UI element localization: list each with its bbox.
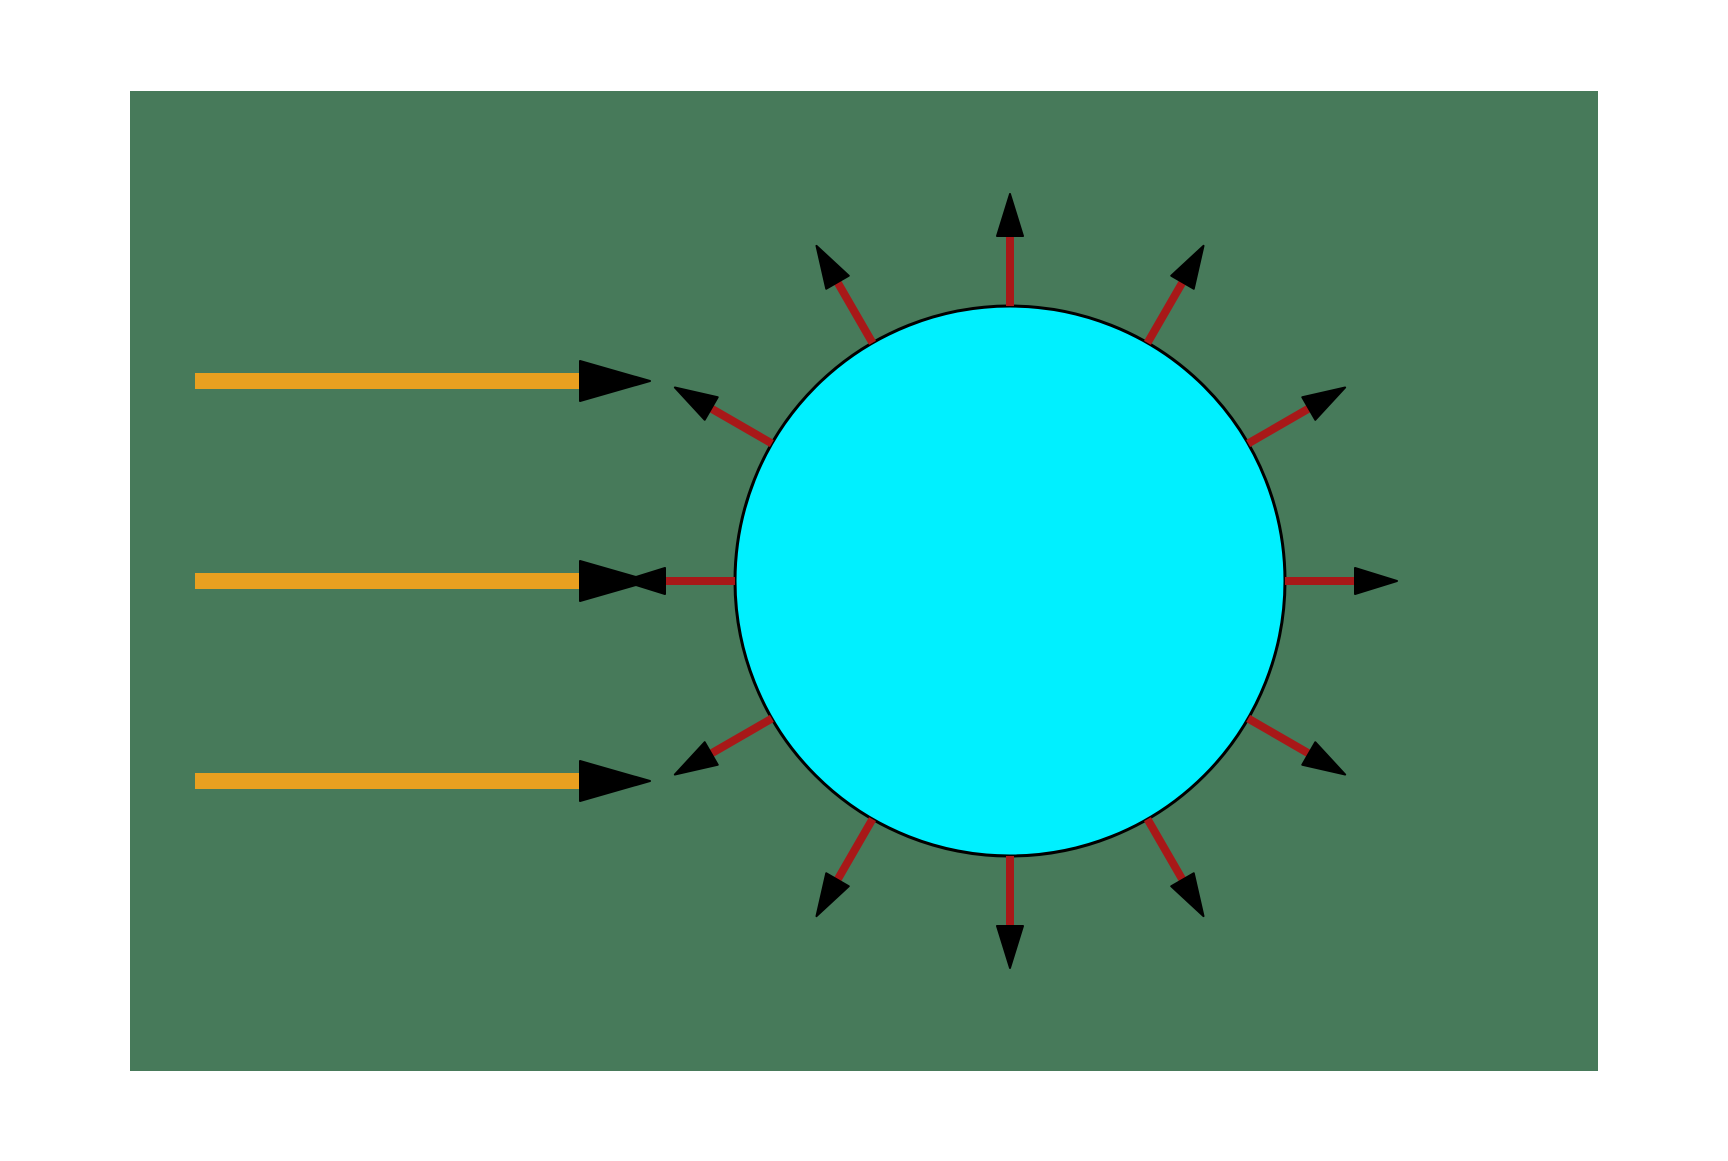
central-circle [735,306,1285,856]
scattering-diagram [130,91,1598,1071]
diagram-svg [130,91,1598,1071]
